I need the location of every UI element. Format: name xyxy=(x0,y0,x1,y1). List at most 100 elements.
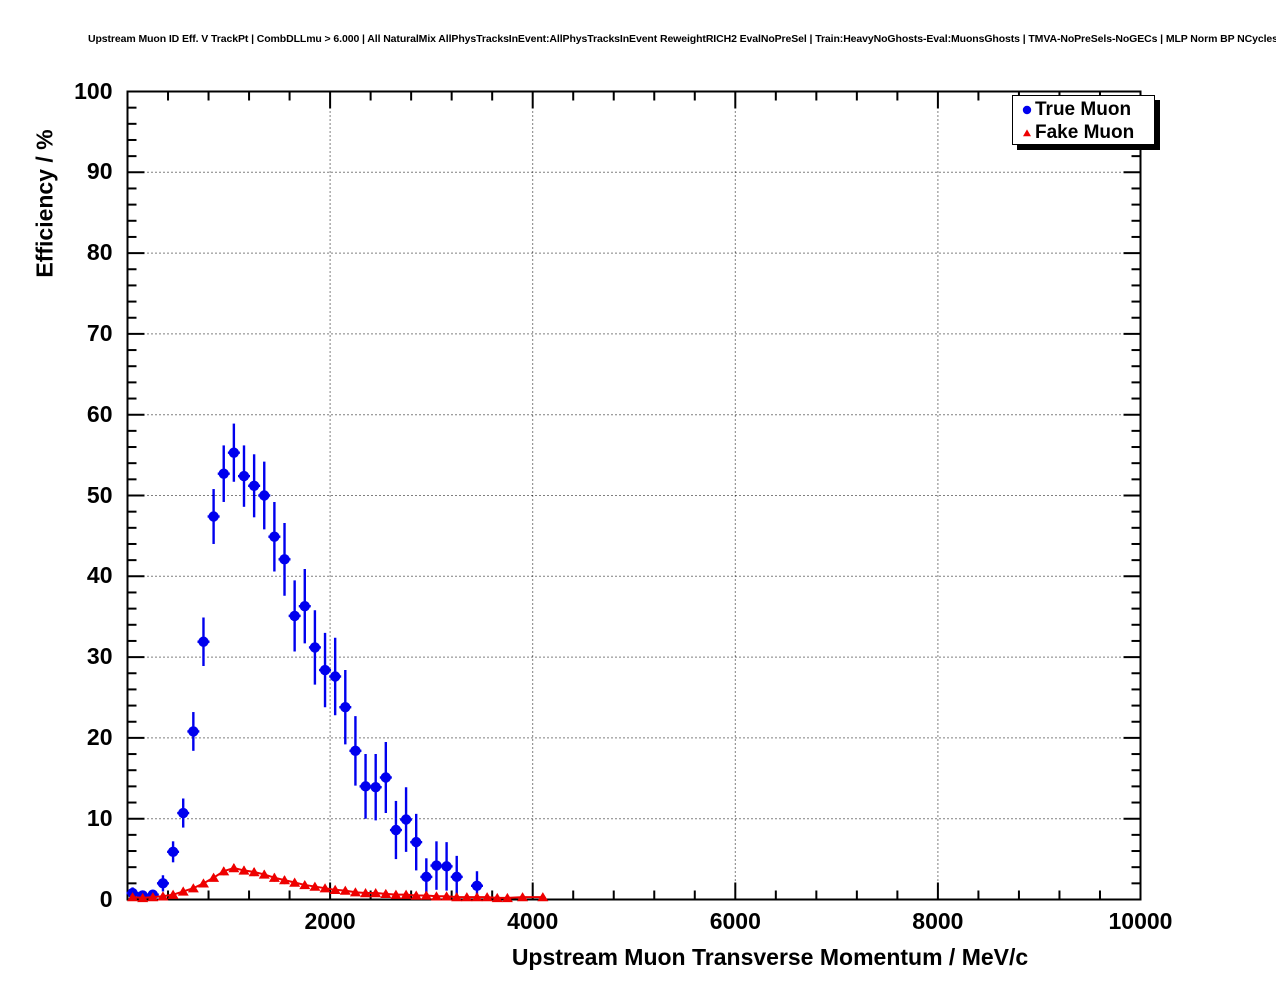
data-point-triangle xyxy=(177,886,189,896)
data-point-circle xyxy=(279,554,290,565)
data-point-triangle xyxy=(228,862,240,873)
data-point-triangle xyxy=(137,892,149,903)
x-tick-label: 10000 xyxy=(1108,907,1173,934)
chart-title: Upstream Muon ID Eff. V TrackPt | CombDL… xyxy=(88,33,1276,45)
data-point-circle xyxy=(178,807,189,819)
legend-marker-circle-icon xyxy=(1019,103,1035,117)
data-point-circle xyxy=(340,701,351,713)
x-tick-label: 2000 xyxy=(304,907,356,934)
y-tick-label: 30 xyxy=(86,643,113,670)
data-point-triangle xyxy=(187,883,199,893)
series-line xyxy=(132,866,543,899)
y-tick-label: 80 xyxy=(86,239,113,266)
data-point-triangle xyxy=(248,867,260,877)
data-point-circle xyxy=(400,814,412,825)
data-point-circle xyxy=(218,468,229,479)
data-point-circle xyxy=(329,671,341,682)
data-point-circle xyxy=(380,772,392,783)
data-point-circle xyxy=(248,480,260,492)
y-tick-label: 40 xyxy=(86,562,113,589)
data-point-triangle xyxy=(127,892,139,902)
gridlines xyxy=(127,91,1141,900)
x-axis-label: Upstream Muon Transverse Momentum / MeV/… xyxy=(511,944,1029,970)
data-point-circle xyxy=(421,871,432,883)
y-tick-label: 100 xyxy=(74,77,113,104)
data-point-triangle xyxy=(197,878,209,888)
data-point-triangle xyxy=(289,877,301,887)
data-point-triangle xyxy=(451,892,463,902)
data-point-triangle xyxy=(238,865,250,875)
data-point-circle xyxy=(390,824,402,836)
data-point-circle xyxy=(208,511,219,522)
data-point-triangle xyxy=(167,889,179,899)
data-point-circle xyxy=(259,490,270,501)
legend-entry-fake-muon[interactable]: Fake Muon xyxy=(1019,120,1134,145)
data-point-triangle xyxy=(268,872,280,882)
y-tick-label: 60 xyxy=(86,400,113,427)
legend-marker-triangle-icon xyxy=(1019,126,1035,140)
data-point-triangle xyxy=(441,891,453,901)
data-point-circle xyxy=(411,836,422,848)
y-tick-label: 10 xyxy=(86,804,113,831)
chart-legend: True Muon Fake Muon xyxy=(1012,95,1155,145)
legend-label-fake-muon: Fake Muon xyxy=(1035,121,1135,143)
data-point-circle xyxy=(471,880,483,891)
x-tick-label: 8000 xyxy=(912,907,964,934)
data-point-triangle xyxy=(349,887,361,897)
data-point-triangle xyxy=(390,889,402,899)
x-tick-label: 6000 xyxy=(709,907,761,934)
data-point-circle xyxy=(198,636,209,647)
data-point-triangle xyxy=(157,891,169,901)
data-point-triangle xyxy=(329,884,341,895)
legend-entry-true-muon[interactable]: True Muon xyxy=(1019,97,1131,122)
data-point-triangle xyxy=(309,881,321,891)
data-point-circle xyxy=(350,745,361,757)
data-point-circle xyxy=(451,871,462,883)
data-point-triangle xyxy=(517,892,529,902)
data-point-triangle xyxy=(147,892,159,902)
data-point-circle xyxy=(360,781,371,792)
data-point-triangle xyxy=(258,869,270,879)
x-tick-label: 4000 xyxy=(507,907,559,934)
plot-frame xyxy=(126,90,1142,901)
data-point-triangle xyxy=(420,890,432,900)
data-point-triangle xyxy=(501,892,513,903)
data-point-triangle xyxy=(208,872,220,882)
data-point-triangle xyxy=(461,892,473,902)
data-point-triangle xyxy=(481,892,493,902)
data-point-triangle xyxy=(471,892,483,902)
data-point-triangle xyxy=(380,888,392,899)
data-point-circle xyxy=(188,726,199,737)
data-point-triangle xyxy=(430,891,442,901)
data-point-circle xyxy=(319,664,331,676)
y-tick-label: 90 xyxy=(86,158,113,185)
data-point-circle xyxy=(228,447,240,458)
data-point-triangle xyxy=(360,888,372,898)
data-point-circle xyxy=(431,860,442,871)
data-point-circle xyxy=(441,861,452,872)
data-point-triangle xyxy=(410,890,422,900)
data-point-triangle xyxy=(299,879,311,890)
data-point-circle xyxy=(289,610,300,622)
data-point-triangle xyxy=(537,892,549,902)
data-point-circle xyxy=(299,600,310,612)
data-point-triangle xyxy=(370,888,382,898)
data-point-circle xyxy=(370,781,381,793)
data-point-triangle xyxy=(491,892,503,903)
y-tick-label: 70 xyxy=(86,319,113,346)
legend-label-true-muon: True Muon xyxy=(1035,98,1132,120)
data-point-circle xyxy=(157,878,169,889)
axis-ticks xyxy=(126,90,1142,901)
data-point-triangle xyxy=(218,866,230,876)
data-point-circle xyxy=(269,531,280,542)
y-tick-label: 0 xyxy=(99,885,113,912)
data-point-triangle xyxy=(319,883,331,893)
series-fake-muon xyxy=(127,862,549,903)
y-tick-label: 20 xyxy=(86,723,113,750)
data-point-circle xyxy=(167,846,179,858)
data-point-triangle xyxy=(279,875,291,885)
data-point-triangle xyxy=(339,885,351,895)
data-point-circle xyxy=(238,470,250,482)
